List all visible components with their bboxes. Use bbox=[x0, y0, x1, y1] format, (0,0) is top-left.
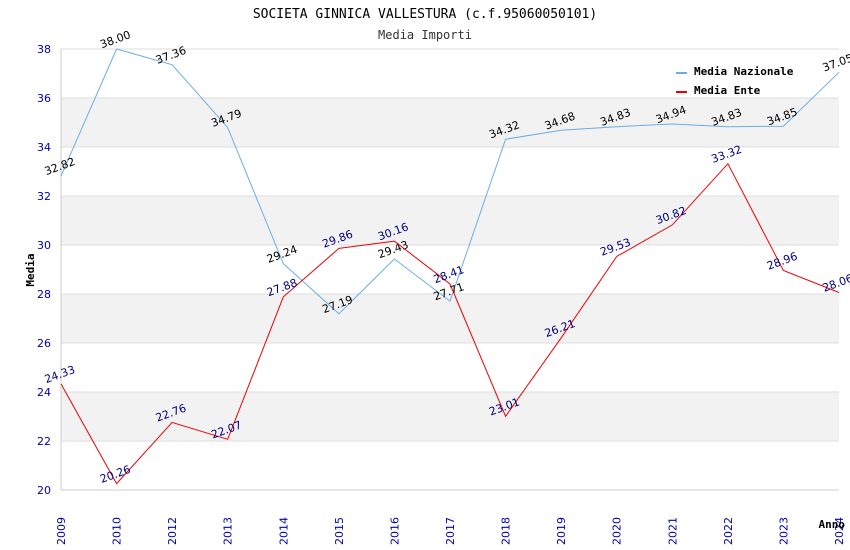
y-tick-label: 20 bbox=[37, 484, 51, 497]
x-tick-label: 2023 bbox=[777, 517, 790, 545]
x-tick-label: 2018 bbox=[500, 517, 513, 545]
y-tick-label: 26 bbox=[37, 337, 51, 350]
chart-title: SOCIETA GINNICA VALLESTURA (c.f.95060050… bbox=[253, 7, 597, 22]
x-tick-label: 2014 bbox=[277, 517, 290, 545]
y-tick-label: 36 bbox=[37, 92, 51, 105]
y-tick-label: 22 bbox=[37, 435, 51, 448]
data-label-nazionale: 38.00 bbox=[98, 28, 132, 51]
x-tick-label: 2020 bbox=[611, 517, 624, 545]
y-tick-label: 28 bbox=[37, 288, 51, 301]
grid-band bbox=[61, 98, 839, 147]
x-tick-label: 2017 bbox=[444, 517, 457, 545]
x-tick-label: 2021 bbox=[666, 517, 679, 545]
y-axis-label: Media bbox=[24, 253, 37, 286]
grid-band bbox=[61, 392, 839, 441]
chart-subtitle: Media Importi bbox=[378, 28, 472, 42]
x-tick-label: 2012 bbox=[166, 517, 179, 545]
x-tick-label: 2019 bbox=[555, 517, 568, 545]
legend: Media Nazionale Media Ente bbox=[676, 65, 794, 97]
grid-band bbox=[61, 343, 839, 392]
grid-band bbox=[61, 49, 839, 98]
x-tick-label: 2016 bbox=[388, 517, 401, 545]
x-tick-label: 2013 bbox=[222, 517, 235, 545]
grid-band bbox=[61, 294, 839, 343]
x-tick-label: 2022 bbox=[722, 517, 735, 545]
grid-band bbox=[61, 245, 839, 294]
grid-band bbox=[61, 147, 839, 196]
x-axis-ticks: 2009 2010 2012 2013 2014 2015 2016 2017 2018 2019… bbox=[55, 517, 846, 545]
y-tick-label: 24 bbox=[37, 386, 51, 399]
y-tick-label: 32 bbox=[37, 190, 51, 203]
x-tick-label: 2024 bbox=[833, 517, 846, 545]
y-tick-label: 38 bbox=[37, 43, 51, 56]
series-line-ente bbox=[60, 162, 840, 485]
x-axis-label: Anno bbox=[819, 518, 846, 531]
grid-bands bbox=[61, 49, 839, 490]
x-tick-label: 2009 bbox=[55, 517, 68, 545]
x-tick-label: 2015 bbox=[333, 517, 346, 545]
x-tick-label: 2010 bbox=[111, 517, 124, 545]
y-tick-label: 30 bbox=[37, 239, 51, 252]
legend-label-nazionale: Media Nazionale bbox=[694, 65, 794, 78]
grid-band bbox=[61, 441, 839, 490]
y-axis-ticks: 20 22 24 26 28 30 32 34 36 38 bbox=[37, 43, 51, 497]
y-tick-label: 34 bbox=[37, 141, 51, 154]
gridlines bbox=[60, 48, 839, 491]
grid-band bbox=[61, 196, 839, 245]
legend-label-ente: Media Ente bbox=[694, 84, 761, 97]
series-line-nazionale bbox=[60, 48, 840, 315]
